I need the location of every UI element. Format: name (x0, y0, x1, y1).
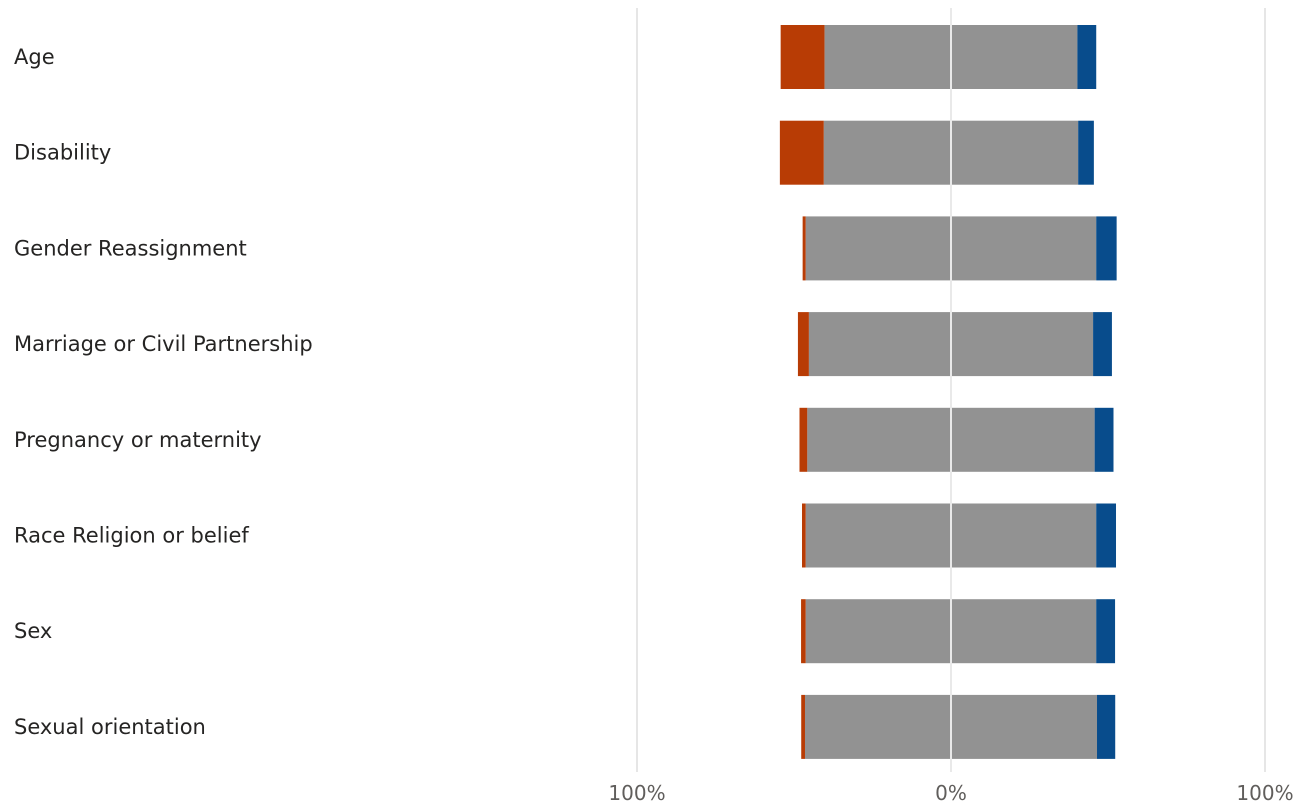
bar-group (802, 216, 1117, 281)
bar-segment-negative (797, 312, 809, 377)
x-tick-label: 100% (608, 781, 665, 805)
bar-group (799, 407, 1114, 472)
bar-segment-positive (1078, 120, 1094, 185)
bar-segment-positive (1096, 599, 1116, 664)
category-labels: Age Disability Gender Reassignment Marriage… (14, 45, 313, 739)
x-axis-ticks: 100% 0% 100% (608, 781, 1293, 805)
category-label: Marriage or Civil Partnership (14, 332, 313, 356)
bar-segment-positive (1096, 216, 1117, 281)
bars-layer (779, 25, 1117, 759)
bar-group (801, 599, 1116, 664)
category-label: Race Religion or belief (14, 524, 249, 548)
bar-segment-negative (799, 407, 808, 472)
bar-segment-positive (1093, 312, 1112, 377)
category-label: Age (14, 45, 55, 69)
bar-segment-negative (779, 120, 824, 185)
bar-segment-negative (801, 694, 805, 759)
bar-segment-positive (1077, 25, 1097, 89)
category-label: Pregnancy or maternity (14, 428, 262, 452)
category-label: Gender Reassignment (14, 236, 247, 260)
bar-group (779, 120, 1094, 185)
bar-group (780, 25, 1097, 89)
category-label: Sex (14, 619, 52, 643)
bar-group (801, 694, 1116, 759)
bar-segment-positive (1094, 407, 1114, 472)
bar-segment-negative (801, 599, 806, 664)
bar-group (802, 503, 1117, 568)
bar-segment-positive (1096, 503, 1117, 568)
x-tick-label: 100% (1236, 781, 1293, 805)
x-tick-label: 0% (935, 781, 967, 805)
bar-segment-negative (802, 503, 806, 568)
bar-group (797, 312, 1112, 377)
category-label: Disability (14, 141, 111, 165)
category-label: Sexual orientation (14, 715, 206, 739)
bar-segment-negative (780, 25, 825, 89)
bar-segment-negative (802, 216, 806, 281)
grid-layer (636, 8, 1266, 772)
bar-segment-positive (1097, 694, 1116, 759)
